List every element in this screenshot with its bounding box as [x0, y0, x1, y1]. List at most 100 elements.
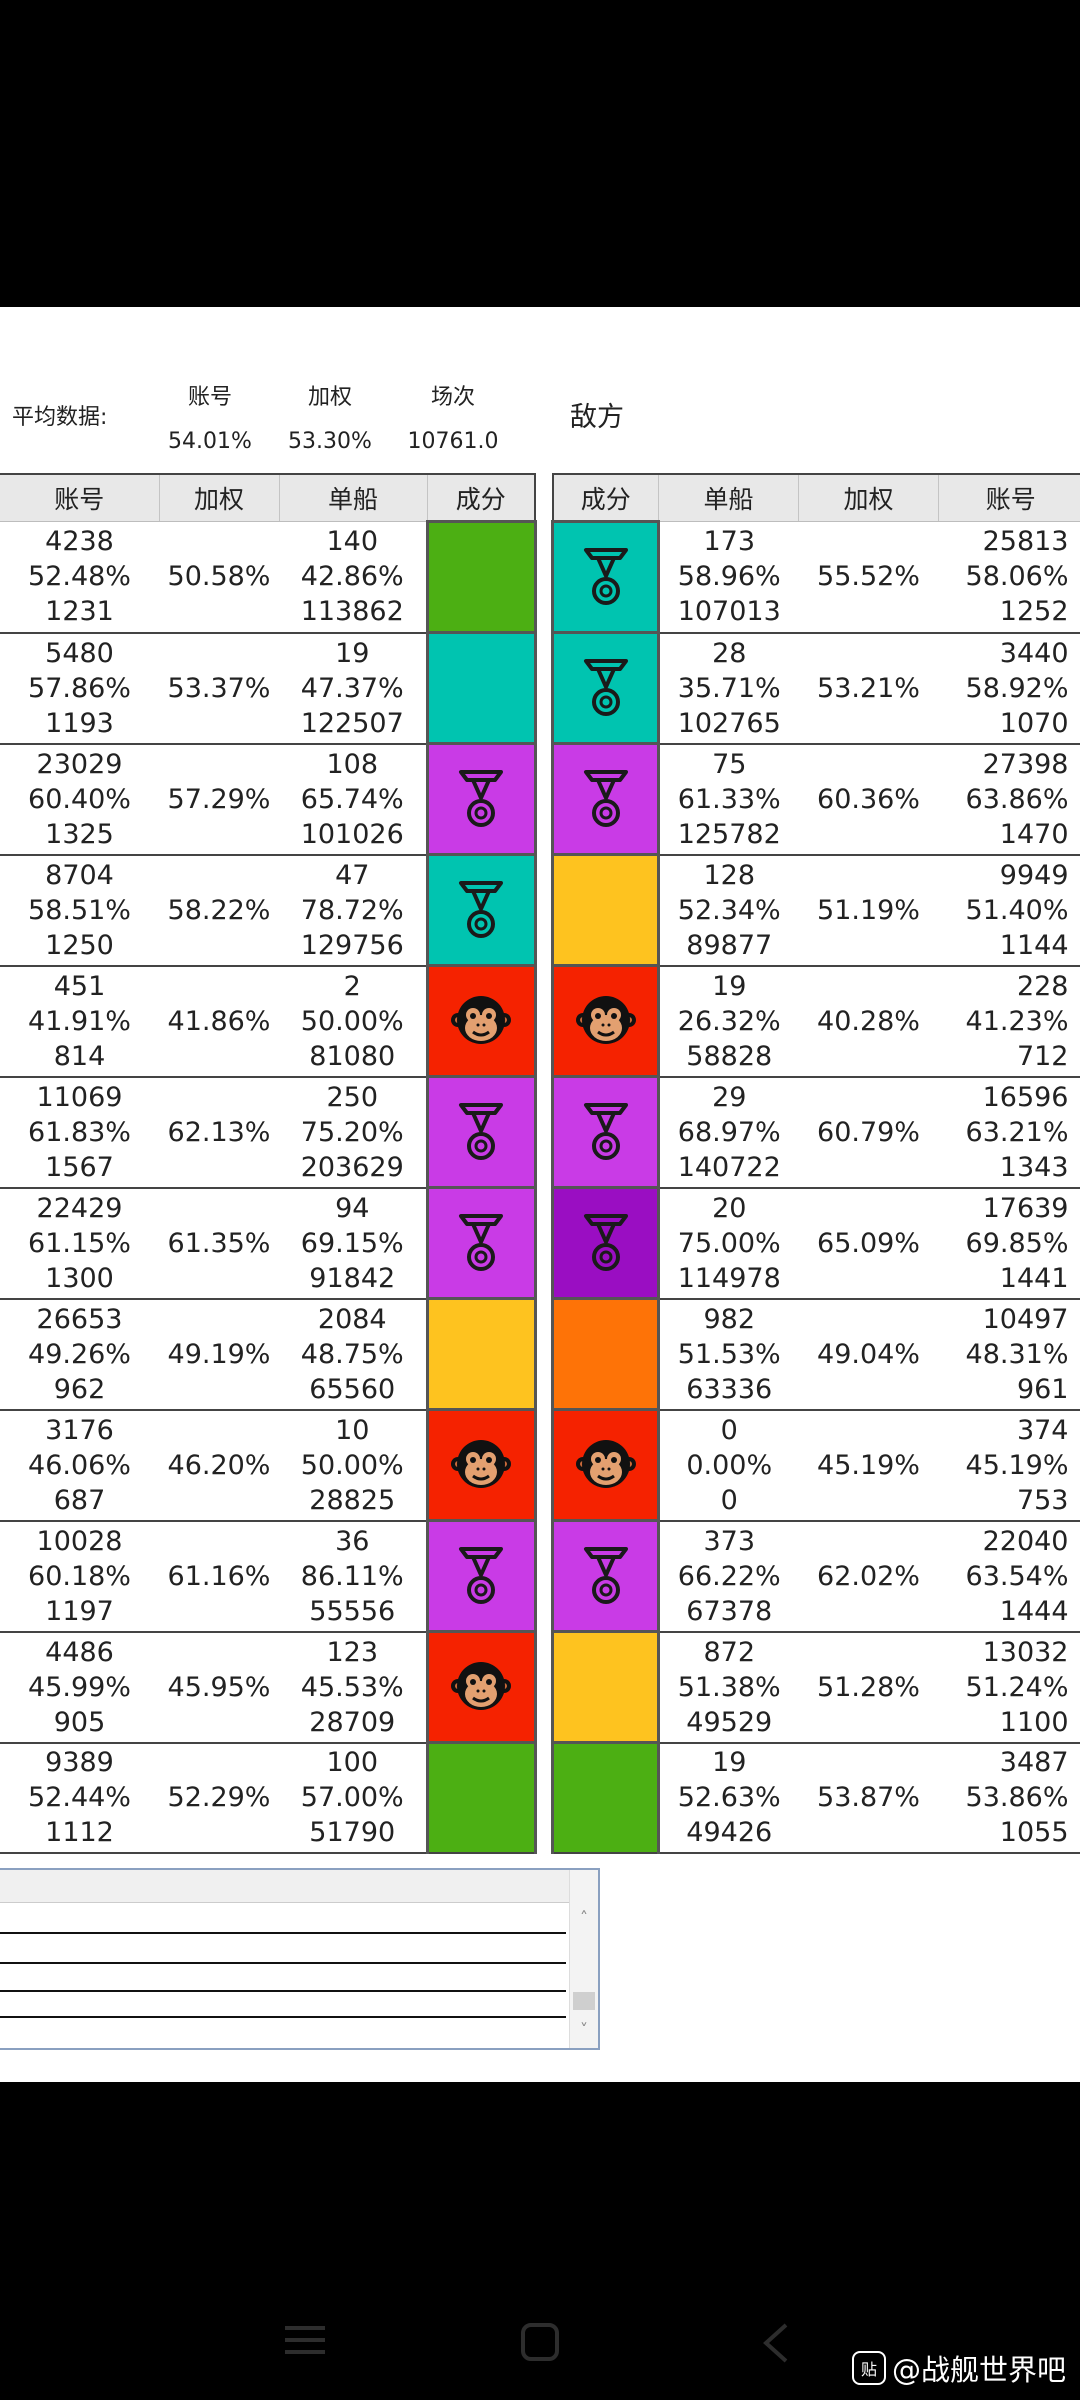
composition-cell — [551, 1630, 660, 1744]
account-stats: 451 41.91% 814 — [0, 965, 159, 1078]
log-listbox[interactable]: ˄ ˅ — [0, 1868, 600, 2050]
average-damage: 1470 — [999, 818, 1069, 850]
enemy-player-row[interactable]: 19 52.63% 49426 53.87% 3487 53.86% 1055 — [551, 1741, 1080, 1854]
ally-player-row[interactable]: 451 41.91% 814 41.86% 2 50.00% 81080 — [0, 964, 537, 1078]
ally-player-row[interactable]: 9389 52.44% 1112 52.29% 100 57.00% 51790 — [0, 1741, 537, 1854]
enemy-player-row[interactable]: 29 68.97% 140722 60.79% 16596 63.21% 1343 — [551, 1075, 1080, 1189]
enemy-player-row[interactable]: 28 35.71% 102765 53.21% 3440 58.92% 1070 — [551, 631, 1080, 745]
games-count: 16596 — [982, 1081, 1069, 1113]
medal-icon — [554, 1212, 657, 1274]
win-rate: 53.86% — [965, 1782, 1069, 1814]
ally-player-row[interactable]: 26653 49.26% 962 49.19% 2084 48.75% 65560 — [0, 1297, 537, 1411]
win-rate: 57.00% — [300, 1782, 404, 1814]
games-count: 123 — [326, 1636, 379, 1668]
enemy-player-row[interactable]: 373 66.22% 67378 62.02% 22040 63.54% 1444 — [551, 1519, 1080, 1633]
enemy-player-row[interactable]: 0 0.00% 0 45.19% 374 45.19% 753 — [551, 1408, 1080, 1522]
ally-player-row[interactable]: 4238 52.48% 1231 50.58% 140 42.86% 113862 — [0, 520, 537, 634]
ship-stats: 140 42.86% 113862 — [279, 521, 427, 634]
home-icon[interactable] — [520, 2322, 560, 2370]
listbox-row[interactable] — [0, 1962, 566, 1964]
tieba-logo-icon: 贴 — [851, 2351, 886, 2385]
account-stats: 26653 49.26% 962 — [0, 1298, 159, 1411]
average-damage: 51790 — [309, 1817, 396, 1849]
weighted-winrate: 41.86% — [159, 965, 279, 1078]
menu-icon[interactable] — [285, 2322, 325, 2366]
enemy-player-row[interactable]: 128 52.34% 89877 51.19% 9949 51.40% 1144 — [551, 853, 1080, 967]
games-count: 228 — [1016, 970, 1069, 1002]
enemy-player-row[interactable]: 19 26.32% 58828 40.28% 228 41.23% 712 — [551, 964, 1080, 1078]
games-count: 19 — [712, 970, 747, 1002]
win-rate: 58.51% — [28, 894, 131, 926]
composition-cell — [551, 1186, 660, 1300]
enemy-player-row[interactable]: 872 51.38% 49529 51.28% 13032 51.24% 1100 — [551, 1630, 1080, 1744]
account-stats: 22429 61.15% 1300 — [0, 1187, 159, 1300]
weighted-winrate: 57.29% — [159, 743, 279, 856]
ally-player-row[interactable]: 11069 61.83% 1567 62.13% 250 75.20% 203629 — [0, 1075, 537, 1189]
ally-col-weighted[interactable]: 加权 — [159, 474, 280, 522]
ally-player-row[interactable]: 8704 58.51% 1250 58.22% 47 78.72% 129756 — [0, 853, 537, 967]
ally-col-account[interactable]: 账号 — [0, 474, 160, 522]
ally-player-row[interactable]: 22429 61.15% 1300 61.35% 94 69.15% 91842 — [0, 1186, 537, 1300]
chevron-down-icon[interactable]: ˅ — [580, 2020, 588, 2039]
weighted-winrate: 53.21% — [798, 632, 939, 745]
games-count: 27398 — [982, 748, 1069, 780]
average-damage: 0 — [720, 1484, 738, 1516]
average-damage: 102765 — [677, 707, 781, 739]
average-damage: 49529 — [686, 1706, 773, 1738]
enemy-col-account[interactable]: 账号 — [938, 474, 1080, 522]
enemy-col-composition[interactable]: 成分 — [552, 474, 659, 522]
ally-player-row[interactable]: 23029 60.40% 1325 57.29% 108 65.74% 101026 — [0, 742, 537, 856]
avg-account-value: 54.01% — [168, 429, 252, 454]
ally-player-row[interactable]: 10028 60.18% 1197 61.16% 36 86.11% 55556 — [0, 1519, 537, 1633]
composition-cell — [425, 631, 537, 745]
games-count: 872 — [703, 1636, 756, 1668]
win-rate: 75.00% — [677, 1227, 781, 1259]
ally-player-row[interactable]: 4486 45.99% 905 45.95% 123 45.53% 28709 — [0, 1630, 537, 1744]
ship-stats: 2084 48.75% 65560 — [279, 1298, 427, 1411]
account-stats: 5480 57.86% 1193 — [0, 632, 159, 745]
enemy-col-ship[interactable]: 单船 — [658, 474, 799, 522]
weighted-winrate: 58.22% — [159, 854, 279, 967]
listbox-header — [0, 1870, 598, 1903]
scrollbar-thumb[interactable] — [573, 1992, 595, 2010]
enemy-player-row[interactable]: 20 75.00% 114978 65.09% 17639 69.85% 1441 — [551, 1186, 1080, 1300]
average-damage: 753 — [1016, 1484, 1069, 1516]
watermark-text: @战舰世界吧 — [891, 2353, 1066, 2387]
win-rate: 69.15% — [300, 1227, 404, 1259]
ship-stats: 250 75.20% 203629 — [279, 1076, 427, 1189]
games-count: 10028 — [36, 1525, 123, 1557]
account-stats: 4486 45.99% 905 — [0, 1631, 159, 1744]
ally-col-composition[interactable]: 成分 — [427, 474, 536, 522]
avg-account-header: 账号 — [187, 385, 232, 410]
avg-battles-value: 10761.0 — [407, 429, 499, 454]
enemy-player-row[interactable]: 75 61.33% 125782 60.36% 27398 63.86% 1470 — [551, 742, 1080, 856]
ally-player-row[interactable]: 5480 57.86% 1193 53.37% 19 47.37% 122507 — [0, 631, 537, 745]
average-damage: 89877 — [686, 929, 773, 961]
games-count: 36 — [335, 1525, 370, 1557]
win-rate: 48.31% — [965, 1338, 1069, 1370]
games-count: 10 — [335, 1414, 370, 1446]
win-rate: 42.86% — [300, 561, 404, 593]
average-damage: 1055 — [999, 1817, 1069, 1849]
listbox-row[interactable] — [0, 1932, 566, 1934]
composition-cell — [551, 853, 660, 967]
account-stats: 228 41.23% 712 — [938, 965, 1080, 1078]
win-rate: 86.11% — [300, 1560, 404, 1592]
games-count: 23029 — [36, 748, 123, 780]
enemy-col-weighted[interactable]: 加权 — [798, 474, 939, 522]
enemy-player-row[interactable]: 173 58.96% 107013 55.52% 25813 58.06% 1252 — [551, 520, 1080, 634]
monkey-icon — [429, 1436, 534, 1494]
chevron-up-icon[interactable]: ˄ — [580, 1908, 588, 1927]
listbox-scrollbar[interactable]: ˄ ˅ — [569, 1870, 598, 2048]
games-count: 3487 — [999, 1747, 1069, 1779]
listbox-row[interactable] — [0, 1990, 566, 1992]
enemy-player-row[interactable]: 982 51.53% 63336 49.04% 10497 48.31% 961 — [551, 1297, 1080, 1411]
games-count: 128 — [703, 859, 756, 891]
games-count: 22040 — [982, 1525, 1069, 1557]
listbox-row[interactable] — [0, 2016, 566, 2018]
avg-weighted-header: 加权 — [307, 385, 352, 410]
back-icon[interactable] — [760, 2322, 790, 2372]
ally-col-ship[interactable]: 单船 — [279, 474, 428, 522]
average-damage: 1070 — [999, 707, 1069, 739]
ally-player-row[interactable]: 3176 46.06% 687 46.20% 10 50.00% 28825 — [0, 1408, 537, 1522]
